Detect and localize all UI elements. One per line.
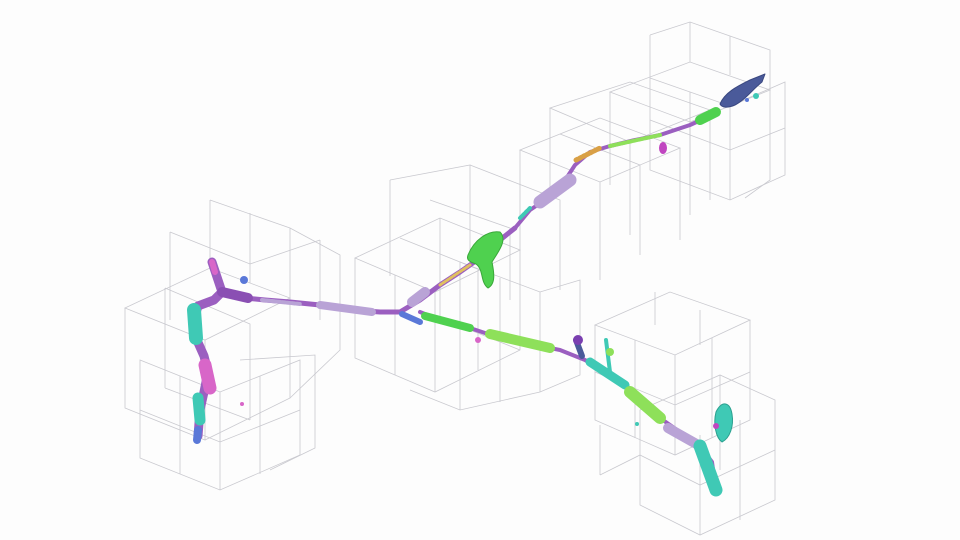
soma-fragment-green (467, 231, 504, 289)
terminal-navy (719, 73, 766, 108)
neuron-reconstruction (187, 73, 766, 497)
voxel-grid (123, 21, 786, 536)
grid-cluster-right (593, 291, 776, 536)
neurite-upper-branch (513, 107, 721, 230)
neurite-lower-branch (418, 310, 723, 497)
neurite-left-branch (187, 257, 403, 444)
terminal-right-teal (714, 403, 733, 443)
grid-cluster-left (123, 199, 341, 491)
terminal-left-blue (240, 276, 248, 284)
grid-cluster-upper (518, 21, 786, 280)
